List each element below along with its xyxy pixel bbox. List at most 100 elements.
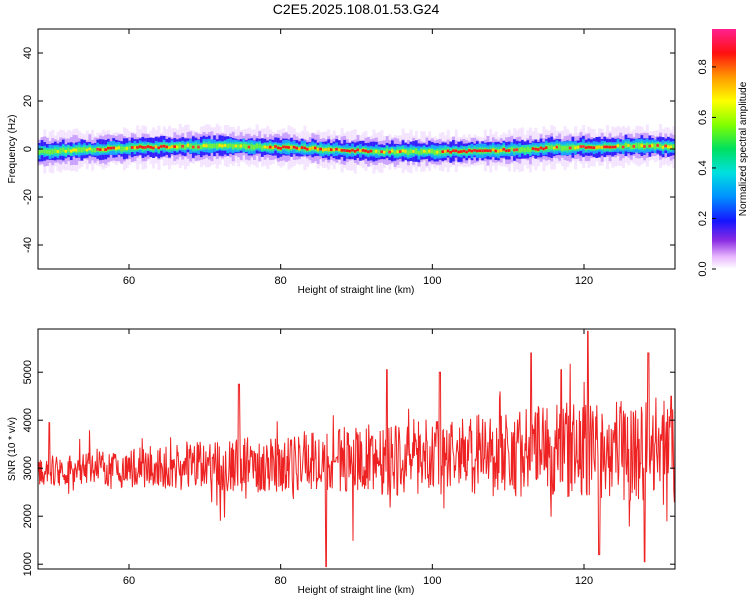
- heatmap-cell: [122, 147, 126, 151]
- heatmap-peak: [513, 148, 517, 152]
- heatmap-peak: [388, 150, 392, 154]
- heatmap-peak: [651, 144, 655, 147]
- heatmap-peak: [608, 145, 612, 149]
- heatmap-peak: [154, 145, 158, 148]
- y-tick-label: 3000: [22, 456, 34, 480]
- heatmap-peak: [165, 145, 169, 149]
- heatmap-cell: [558, 144, 562, 150]
- heatmap-peak: [319, 147, 323, 151]
- heatmap-peak: [306, 147, 310, 151]
- heatmap-cell: [619, 144, 623, 149]
- heatmap-peak: [223, 144, 227, 147]
- heatmap-peak: [152, 146, 156, 150]
- heatmap-cell: [414, 148, 418, 154]
- heatmap-peak: [661, 145, 665, 149]
- heatmap-peak: [669, 145, 673, 149]
- y-tick-label: 2000: [22, 504, 34, 528]
- heatmap-peak: [64, 149, 68, 153]
- heatmap-peak: [287, 146, 291, 149]
- heatmap-peak: [536, 148, 541, 151]
- heatmap-peak: [359, 149, 363, 153]
- heatmap-cell: [231, 144, 235, 149]
- heatmap-cell: [83, 147, 87, 152]
- heatmap-cell: [377, 149, 381, 155]
- heatmap-peak: [335, 147, 339, 151]
- heatmap-cell: [178, 143, 182, 149]
- heatmap-peak: [168, 146, 172, 149]
- heatmap-cell: [245, 144, 249, 150]
- heatmap-cell: [207, 143, 211, 148]
- heatmap-cell: [438, 150, 442, 154]
- heatmap-peak: [75, 148, 79, 152]
- heatmap-peak: [96, 147, 100, 151]
- heatmap-cell: [409, 149, 413, 154]
- heatmap-peak: [133, 146, 137, 149]
- heatmap-peak: [643, 145, 647, 148]
- heatmap-cell: [653, 143, 657, 149]
- heatmap-peak: [271, 146, 275, 150]
- heatmap-peak: [380, 150, 384, 154]
- heatmap-peak: [114, 147, 119, 150]
- heatmap-peak: [542, 147, 546, 151]
- heatmap-peak: [531, 147, 535, 150]
- heatmap-peak: [332, 148, 336, 152]
- heatmap-peak: [486, 149, 490, 153]
- heatmap-peak: [436, 150, 440, 154]
- heatmap-peak: [353, 149, 357, 153]
- heatmap-peak: [534, 147, 538, 151]
- x-tick-label: 60: [123, 275, 135, 287]
- heatmap-peak: [290, 145, 294, 149]
- heatmap-cell: [80, 147, 84, 153]
- heatmap-peak: [308, 147, 312, 151]
- heatmap-peak: [467, 149, 472, 152]
- heatmap-peak: [162, 144, 166, 148]
- heatmap-peak: [136, 146, 140, 149]
- heatmap-peak: [483, 149, 487, 152]
- spectrogram-panel: 60 80 100 120 40 20 0 -20 -40 Height of straight…: [7, 28, 676, 296]
- heatmap-peak: [337, 148, 341, 152]
- heatmap-peak: [351, 148, 355, 152]
- heatmap-cell: [255, 143, 259, 149]
- heatmap-peak: [375, 149, 379, 153]
- heatmap-peak: [576, 145, 580, 149]
- heatmap-peak: [276, 146, 280, 150]
- heatmap-peak: [104, 148, 108, 151]
- colorbar-axis: 0.0 0.2 0.4 0.6 0.8: [697, 59, 716, 277]
- heatmap-cell: [183, 144, 188, 150]
- heatmap-peak: [462, 149, 466, 153]
- colorbar-gradient: [712, 29, 736, 269]
- heatmap-peak: [329, 148, 334, 152]
- heatmap-peak: [444, 150, 448, 153]
- heatmap-peak: [391, 149, 395, 153]
- heatmap-peak: [401, 149, 405, 153]
- heatmap-cell: [550, 145, 554, 150]
- heatmap-peak: [621, 145, 625, 149]
- heatmap-peak: [627, 144, 631, 147]
- heatmap-peak: [160, 145, 164, 148]
- heatmap-peak: [457, 150, 461, 154]
- heatmap-peak: [268, 145, 272, 149]
- snr-ylabel: SNR (10 * v/v): [7, 417, 18, 481]
- heatmap-peak: [369, 149, 373, 153]
- heatmap-peak: [348, 149, 352, 153]
- heatmap-cell: [563, 146, 567, 151]
- heatmap-cell: [93, 148, 97, 153]
- heatmap-peak: [247, 145, 251, 149]
- heatmap-peak: [88, 147, 92, 151]
- heatmap-peak: [146, 145, 150, 148]
- heatmap-peak: [587, 145, 591, 149]
- heatmap-peak: [632, 145, 636, 148]
- heatmap-peak: [592, 146, 596, 149]
- heatmap-peak: [465, 150, 469, 154]
- heatmap-peak: [316, 148, 320, 151]
- heatmap-cell: [425, 149, 429, 154]
- heatmap-peak: [412, 150, 416, 153]
- heatmap-peak: [667, 145, 671, 149]
- heatmap-peak: [125, 147, 129, 150]
- heatmap-peak: [340, 148, 344, 152]
- colorbar-label: Normalized spectral amplitude: [738, 81, 749, 216]
- heatmap-cell: [91, 148, 95, 153]
- heatmap-cell: [526, 146, 530, 152]
- heatmap-peak: [279, 147, 283, 150]
